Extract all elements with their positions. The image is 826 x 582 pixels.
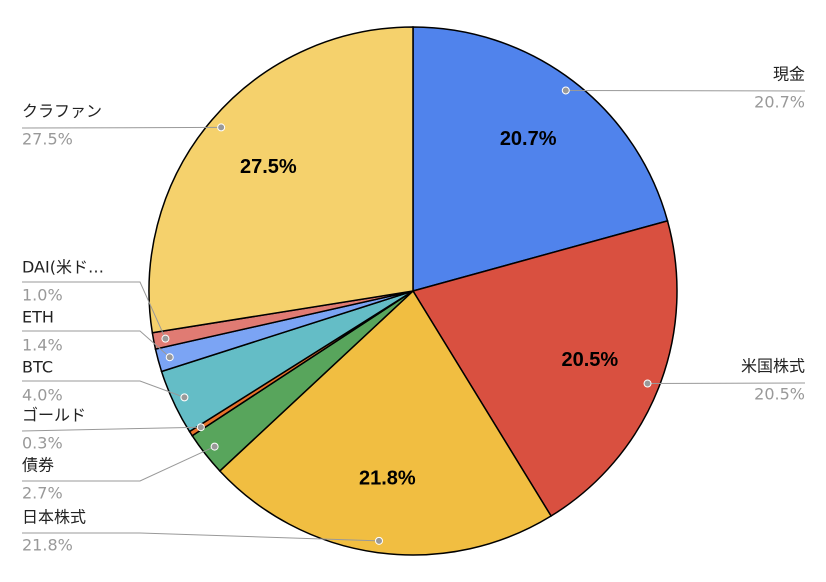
leader-dot <box>180 393 189 402</box>
legend-value: 21.8% <box>22 536 73 555</box>
legend-value: 27.5% <box>22 130 73 149</box>
legend-value: 2.7% <box>22 484 63 503</box>
legend-value: 4.0% <box>22 386 63 405</box>
leader-dot <box>210 442 219 451</box>
leader-dot <box>161 334 170 343</box>
leader-line <box>21 426 201 432</box>
pie-slice <box>148 26 414 334</box>
legend-value: 20.7% <box>754 93 805 112</box>
legend-name: DAI(米ド… <box>22 258 104 277</box>
legend-value: 1.4% <box>22 336 63 355</box>
leader-line <box>647 382 806 385</box>
slice-label: 20.7% <box>500 128 557 150</box>
slice-label: 20.5% <box>561 349 618 371</box>
leader-dot <box>643 379 652 388</box>
leader-line <box>22 380 185 398</box>
leader-line <box>22 446 215 482</box>
leader-line <box>565 89 806 92</box>
legend-name: 日本株式 <box>22 508 86 527</box>
leader-dot <box>375 536 384 545</box>
leader-dot <box>217 123 226 132</box>
legend-value: 1.0% <box>22 286 63 305</box>
slice-label: 21.8% <box>359 468 416 490</box>
leader-line <box>22 330 171 358</box>
leader-line <box>22 532 380 542</box>
leader-dot <box>196 423 205 432</box>
pie-slice <box>411 219 678 518</box>
legend-name: クラファン <box>22 102 102 121</box>
leader-line <box>21 126 222 129</box>
legend-name: ゴールド <box>22 406 86 425</box>
legend-value: 20.5% <box>754 385 805 404</box>
slice-label: 27.5% <box>240 156 297 178</box>
legend-name: 債券 <box>22 456 54 475</box>
leader-dot <box>165 353 174 362</box>
legend-value: 0.3% <box>22 434 63 453</box>
legend-name: BTC <box>22 358 53 377</box>
pie-slice <box>412 26 669 292</box>
legend-name: 現金 <box>773 65 805 84</box>
leader-dot <box>561 86 570 95</box>
legend-name: 米国株式 <box>741 357 805 376</box>
pie-slice <box>218 289 553 556</box>
legend-name: ETH <box>22 308 54 327</box>
leader-line <box>22 281 166 339</box>
